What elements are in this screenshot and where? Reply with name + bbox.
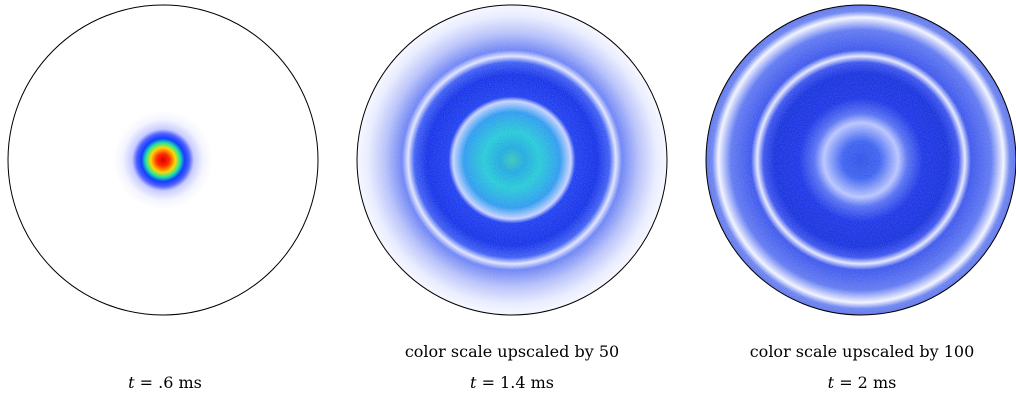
wave-disk-late <box>705 4 1016 316</box>
time-value: = 2 ms <box>839 373 897 392</box>
caption-note: color scale upscaled by 50 <box>404 342 620 361</box>
caption-note: color scale upscaled by 100 <box>749 342 975 361</box>
time-value: = .6 ms <box>139 373 202 392</box>
panel-middle: color scale upscaled by 50 t = 1.4 ms <box>347 0 677 393</box>
time-variable: t <box>827 373 835 392</box>
domain-boundary <box>705 4 1016 316</box>
field-texture <box>706 5 1016 315</box>
wave-disk-early <box>7 4 319 316</box>
time-variable: t <box>470 373 477 392</box>
wave-disk-middle <box>356 4 668 316</box>
field-texture <box>357 5 667 315</box>
domain-boundary <box>356 4 668 316</box>
caption-time: t = 2 ms <box>697 373 1016 392</box>
panel-late: color scale upscaled by 100 t = 2 ms <box>697 0 1016 393</box>
caption-time: t = .6 ms <box>0 373 330 392</box>
panel-early: t = .6 ms <box>0 0 330 393</box>
field-disk <box>8 5 318 315</box>
caption-time: t = 1.4 ms <box>347 373 677 392</box>
time-value: = 1.4 ms <box>481 373 554 392</box>
time-variable: t <box>128 373 135 392</box>
domain-boundary <box>7 4 319 316</box>
